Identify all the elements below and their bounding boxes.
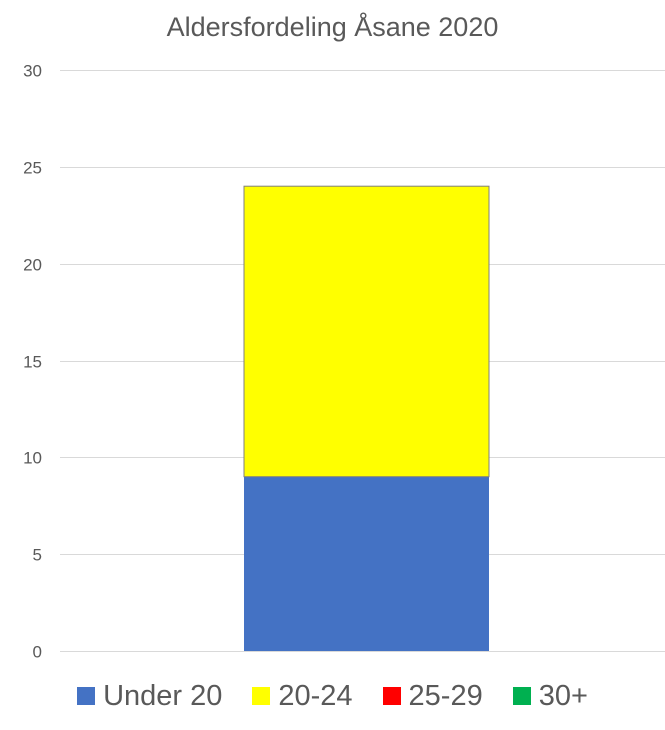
legend-swatch	[512, 687, 531, 705]
legend-label: Under 20	[103, 679, 223, 712]
legend-swatch	[77, 687, 96, 705]
legend-label: 20-24	[278, 679, 353, 712]
y-tick-label: 30	[23, 62, 42, 81]
legend-label: 25-29	[408, 679, 483, 712]
legend-label: 30+	[538, 679, 588, 712]
legend-item: 25-29	[382, 679, 483, 713]
bars	[243, 185, 490, 651]
chart-title: Aldersfordeling Åsane 2020	[166, 12, 499, 42]
y-tick-label: 5	[33, 546, 42, 565]
legend-item: 30+	[512, 679, 588, 713]
y-tick-label: 25	[23, 159, 42, 178]
legend-item: Under 20	[77, 680, 222, 713]
y-axis-ticks: 0 5 10 15 20 25 30	[23, 62, 42, 662]
legend: Under 20 20-24 25-29 30+	[0, 676, 665, 716]
legend-swatch	[252, 687, 271, 705]
y-tick-label: 0	[33, 643, 42, 662]
y-tick-label: 20	[23, 256, 42, 275]
y-tick-label: 10	[23, 449, 42, 468]
y-tick-label: 15	[23, 353, 42, 372]
legend-item: 20-24	[252, 679, 353, 713]
legend-swatch	[382, 687, 401, 705]
bar-segment-under-20	[244, 476, 489, 651]
bar-segment-20-24	[243, 185, 490, 478]
